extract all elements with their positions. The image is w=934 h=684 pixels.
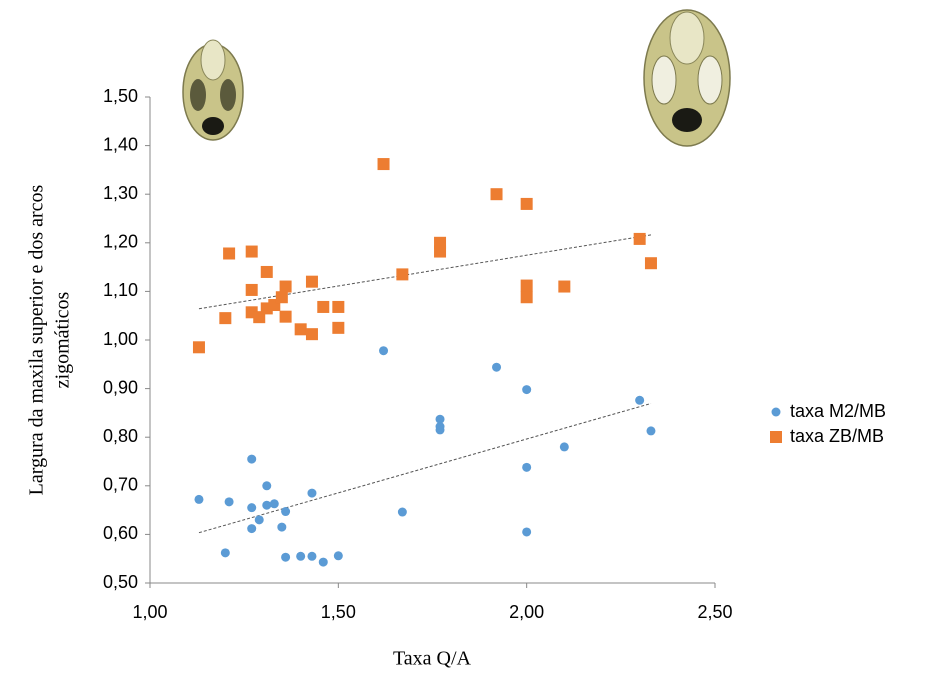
point <box>490 188 503 201</box>
point <box>192 341 205 354</box>
point <box>223 247 236 260</box>
y-tick-label: 1,30 <box>103 183 138 203</box>
legend-marker <box>770 431 782 443</box>
point <box>558 280 571 293</box>
point <box>559 442 569 452</box>
point <box>224 497 234 507</box>
point <box>492 362 502 372</box>
x-tick-label: 2,00 <box>509 602 544 622</box>
point <box>307 488 317 498</box>
point <box>522 527 532 537</box>
point <box>635 395 645 405</box>
point <box>317 300 330 313</box>
point <box>520 279 533 292</box>
point <box>307 551 317 561</box>
point <box>522 385 532 395</box>
skull-large <box>643 9 731 147</box>
y-tick-label: 0,60 <box>103 523 138 543</box>
point <box>247 454 257 464</box>
y-tick-label: 1,20 <box>103 232 138 252</box>
trendline <box>198 234 652 310</box>
point <box>305 328 318 341</box>
point <box>396 268 409 281</box>
y-axis-title: zigomáticos <box>52 291 74 388</box>
y-tick-label: 0,50 <box>103 572 138 592</box>
point <box>296 551 306 561</box>
point <box>294 323 307 336</box>
point <box>646 426 656 436</box>
point <box>275 291 288 304</box>
point <box>379 346 389 356</box>
point <box>247 503 257 513</box>
point <box>260 265 273 278</box>
point <box>247 524 257 534</box>
point <box>520 197 533 210</box>
legend-label: taxa M2/MB <box>790 401 886 421</box>
point <box>435 414 445 424</box>
point <box>520 291 533 304</box>
point <box>397 507 407 517</box>
point <box>269 499 279 509</box>
point <box>254 515 264 525</box>
point <box>220 548 230 558</box>
x-axis-title: Taxa Q/A <box>393 648 472 670</box>
skull-small <box>182 39 244 141</box>
point <box>522 462 532 472</box>
trendline <box>198 402 652 534</box>
point <box>219 312 232 325</box>
y-axis-title: Largura da maxila superior e dos arcos <box>26 184 48 495</box>
point <box>279 280 292 293</box>
point <box>434 245 447 258</box>
y-tick-label: 0,70 <box>103 475 138 495</box>
y-tick-label: 0,80 <box>103 426 138 446</box>
point <box>633 232 646 245</box>
point <box>194 494 204 504</box>
x-tick-label: 1,00 <box>132 602 167 622</box>
y-tick-label: 1,00 <box>103 329 138 349</box>
legend-marker <box>771 407 781 417</box>
point <box>281 552 291 562</box>
x-tick-label: 1,50 <box>321 602 356 622</box>
legend-label: taxa ZB/MB <box>790 426 884 446</box>
point <box>377 158 390 171</box>
point <box>281 507 291 517</box>
point <box>435 425 445 435</box>
point <box>305 275 318 288</box>
point <box>644 257 657 270</box>
point <box>262 500 272 510</box>
y-tick-label: 1,10 <box>103 280 138 300</box>
point <box>318 557 328 567</box>
point <box>332 300 345 313</box>
y-tick-label: 1,40 <box>103 134 138 154</box>
point <box>333 551 343 561</box>
point <box>279 310 292 323</box>
y-tick-label: 0,90 <box>103 377 138 397</box>
x-tick-label: 2,50 <box>697 602 732 622</box>
point <box>245 245 258 258</box>
point <box>277 522 287 532</box>
point <box>245 283 258 296</box>
y-tick-label: 1,50 <box>103 86 138 106</box>
point <box>332 321 345 334</box>
point <box>262 481 272 491</box>
